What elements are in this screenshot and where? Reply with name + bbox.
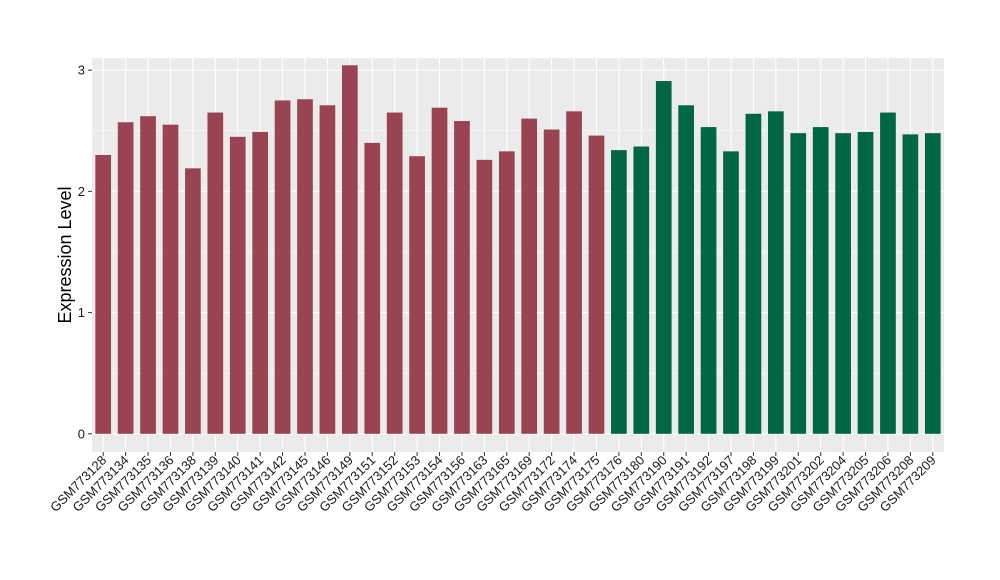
bar bbox=[902, 134, 919, 434]
bar bbox=[117, 122, 134, 434]
bars bbox=[95, 65, 941, 434]
bar bbox=[386, 112, 403, 434]
y-tick-label: 0 bbox=[78, 426, 85, 441]
y-axis-title: Expression Level bbox=[55, 186, 75, 323]
bar bbox=[700, 127, 717, 434]
bar bbox=[229, 136, 246, 434]
bar bbox=[790, 133, 807, 434]
bar bbox=[341, 65, 358, 434]
bar bbox=[812, 127, 829, 434]
bar bbox=[319, 105, 336, 434]
bar bbox=[274, 100, 291, 434]
y-tick-label: 1 bbox=[78, 305, 85, 320]
bar bbox=[857, 131, 874, 434]
bar bbox=[140, 116, 156, 434]
bar bbox=[521, 118, 538, 434]
bar bbox=[207, 112, 224, 434]
bar bbox=[162, 124, 179, 434]
bar bbox=[543, 129, 560, 434]
bar bbox=[297, 99, 313, 434]
bar bbox=[431, 107, 448, 434]
bar bbox=[409, 156, 425, 434]
bar bbox=[655, 81, 672, 434]
bar bbox=[252, 131, 269, 434]
y-tick-label: 2 bbox=[78, 184, 85, 199]
bar bbox=[454, 121, 470, 434]
bar bbox=[185, 168, 201, 434]
bar bbox=[611, 150, 627, 434]
bar bbox=[678, 105, 695, 434]
bar bbox=[364, 142, 381, 434]
bar bbox=[566, 111, 582, 434]
bar bbox=[633, 146, 650, 434]
bar bbox=[498, 151, 515, 434]
y-axis: 0 1 2 3 bbox=[78, 63, 92, 441]
bar bbox=[95, 154, 112, 434]
bar bbox=[835, 133, 851, 434]
bar bbox=[723, 151, 739, 434]
bar bbox=[767, 111, 784, 434]
bar bbox=[924, 133, 941, 434]
x-axis: GSM773128GSM773134GSM773135GSM773136GSM7… bbox=[47, 452, 939, 515]
y-tick-label: 3 bbox=[78, 63, 85, 78]
bar bbox=[745, 113, 762, 434]
bar bbox=[588, 135, 605, 434]
bar bbox=[476, 159, 493, 434]
bar bbox=[880, 112, 896, 434]
